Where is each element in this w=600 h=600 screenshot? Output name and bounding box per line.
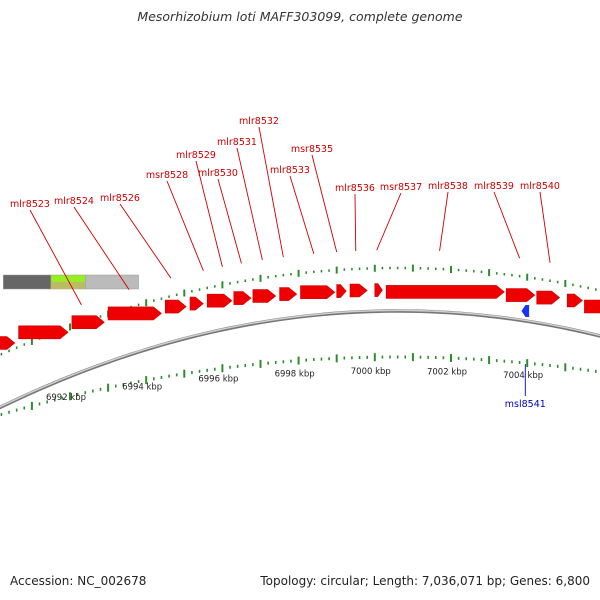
gene-label: msr8537: [380, 182, 422, 193]
scale-label: 7000 kbp: [351, 367, 391, 377]
scale-label: 7002 kbp: [427, 368, 467, 378]
feature-rect: [84, 274, 139, 290]
gene-labels: mlr8523 mlr8524 mlr8526msr8528mlr8529mlr85…: [10, 116, 560, 410]
forward-gene-arrow: [505, 288, 536, 302]
scale-labels: 6992 kbp 6994 kbp 6996 kbp 6998 kbp 7000 kbp…: [46, 367, 543, 403]
forward-gene-arrow: [536, 290, 561, 305]
forward-gene-arrow: [18, 325, 69, 340]
leader-line: [258, 126, 284, 258]
forward-gene-arrow: [165, 299, 187, 314]
forward-gene-arrow: [107, 306, 162, 321]
scale-label: 6998 kbp: [275, 369, 315, 379]
scale-label: 7004 kbp: [503, 371, 543, 381]
forward-gene-arrow: [252, 289, 277, 303]
gene-label: mlr8533: [270, 165, 310, 176]
genome-summary: Topology: circular; Length: 7,036,071 bp…: [260, 574, 590, 588]
forward-gene-arrow: [279, 287, 298, 301]
feature-rect-lower: [50, 282, 86, 289]
gene-label: msl8541: [505, 399, 546, 410]
gene-label: mlr8524: [54, 196, 94, 207]
forward-gene-track: [0, 283, 600, 350]
forward-gene-arrow: [584, 299, 600, 314]
gene-label: mlr8530: [198, 168, 238, 179]
feature-block: [50, 274, 86, 290]
reverse-gene-track: [521, 305, 530, 317]
gene-label: mlr8529: [176, 150, 216, 161]
leader-line: [493, 191, 520, 259]
gene-label: mlr8540: [520, 181, 560, 192]
lower-tick-track: [0, 353, 597, 416]
reverse-gene-arrow: [521, 305, 530, 317]
leader-line: [236, 147, 263, 261]
scale-label: 6994 kbp: [122, 382, 162, 392]
forward-gene-arrow: [189, 296, 204, 311]
leader-line: [166, 180, 204, 271]
leader-line: [439, 191, 449, 252]
leader-line: [311, 154, 338, 253]
leader-line: [73, 206, 130, 290]
leader-line: [376, 192, 402, 251]
leader-line: [354, 193, 357, 251]
forward-gene-arrow: [349, 283, 368, 298]
forward-gene-arrow: [385, 285, 505, 299]
forward-gene-arrow: [0, 336, 16, 350]
feature-track: [3, 274, 139, 290]
leader-line: [119, 203, 172, 279]
backbone: [0, 309, 600, 410]
leader-line: [289, 175, 315, 254]
gene-label: mlr8538: [428, 181, 468, 192]
gene-label: mlr8531: [217, 137, 257, 148]
leader-line: [539, 191, 551, 263]
forward-gene-arrow: [233, 291, 252, 305]
forward-gene-arrow: [566, 293, 583, 308]
feature-rect: [3, 274, 52, 290]
forward-gene-arrow: [336, 284, 347, 298]
feature-block: [84, 274, 139, 290]
backbone-inner-line: [0, 309, 600, 408]
map-title: Mesorhizobium loti MAFF303099, complete …: [137, 9, 463, 24]
label-leaders: [29, 126, 551, 396]
gene-label: msr8528: [146, 170, 188, 181]
scale-label: 6996 kbp: [198, 374, 238, 384]
forward-gene-arrow: [206, 293, 233, 308]
leader-line: [29, 209, 82, 306]
gene-label: mlr8526: [100, 193, 140, 204]
forward-gene-arrow: [300, 285, 336, 300]
leader-line: [217, 178, 242, 264]
leader-line: [195, 160, 223, 267]
accession-label: Accession: NC_002678: [10, 574, 147, 588]
gene-label: mlr8536: [335, 183, 375, 194]
forward-gene-arrow: [71, 315, 105, 330]
gene-label: msr8535: [291, 144, 333, 155]
gene-label: mlr8539: [474, 181, 514, 192]
forward-gene-arrow: [374, 283, 383, 297]
gene-label: mlr8523: [10, 199, 50, 210]
feature-block: [3, 274, 52, 290]
scale-label: 6992 kbp: [46, 393, 86, 403]
gene-label: mlr8532: [239, 116, 279, 127]
